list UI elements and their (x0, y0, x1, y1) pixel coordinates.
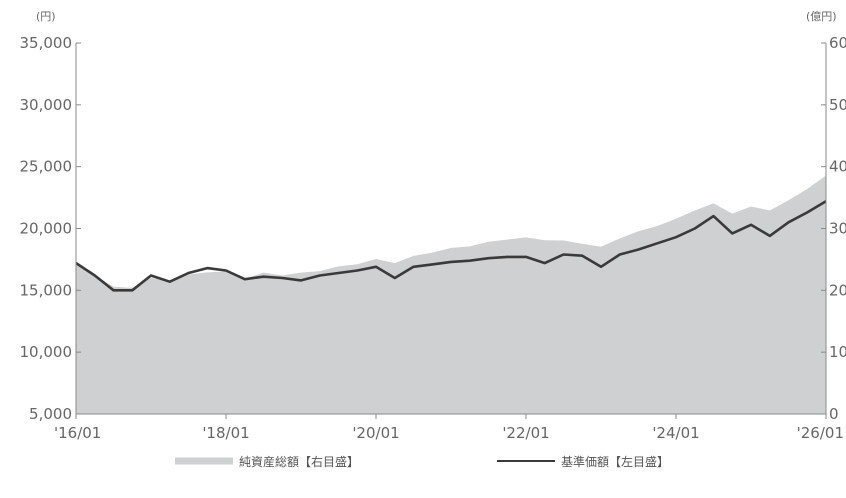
legend-label: 純資産総額【右目盛】 (239, 454, 359, 469)
left-tick-label: 30,000 (20, 96, 73, 114)
legend: 純資産総額【右目盛】 基準価額【左目盛】 (175, 454, 669, 469)
right-tick-label: 60 (829, 34, 846, 52)
left-tick-label: 25,000 (20, 158, 73, 176)
left-tick-label: 20,000 (20, 220, 73, 238)
right-tick-label: 50 (829, 96, 846, 114)
left-tick-label: 10,000 (20, 343, 73, 361)
plot-area (75, 175, 827, 414)
left-tick-label: 15,000 (20, 281, 73, 299)
x-tick-label: '20/01 (352, 424, 399, 442)
right-tick-label: 0 (829, 405, 839, 423)
left-tick-label: 5,000 (29, 405, 72, 423)
right-axis-unit: (億円) (806, 10, 837, 23)
x-tick-label: '22/01 (502, 424, 549, 442)
left-axis-unit: (円) (36, 10, 56, 23)
x-tick-label: '18/01 (202, 424, 249, 442)
right-tick-label: 10 (829, 343, 846, 361)
legend-label: 基準価額【左目盛】 (561, 454, 669, 469)
x-tick-label: '16/01 (54, 424, 101, 442)
x-tick-label: '26/01 (797, 424, 844, 442)
right-tick-label: 30 (829, 220, 846, 238)
axes: 5,000 10,000 15,000 20,000 25,000 30,000 35,00… (20, 10, 846, 442)
nav-line (75, 200, 827, 292)
x-tick-label: '24/01 (652, 424, 699, 442)
net-assets-area (76, 175, 826, 414)
right-tick-label: 40 (829, 158, 846, 176)
right-tick-label: 20 (829, 281, 846, 299)
left-tick-label: 35,000 (20, 34, 73, 52)
